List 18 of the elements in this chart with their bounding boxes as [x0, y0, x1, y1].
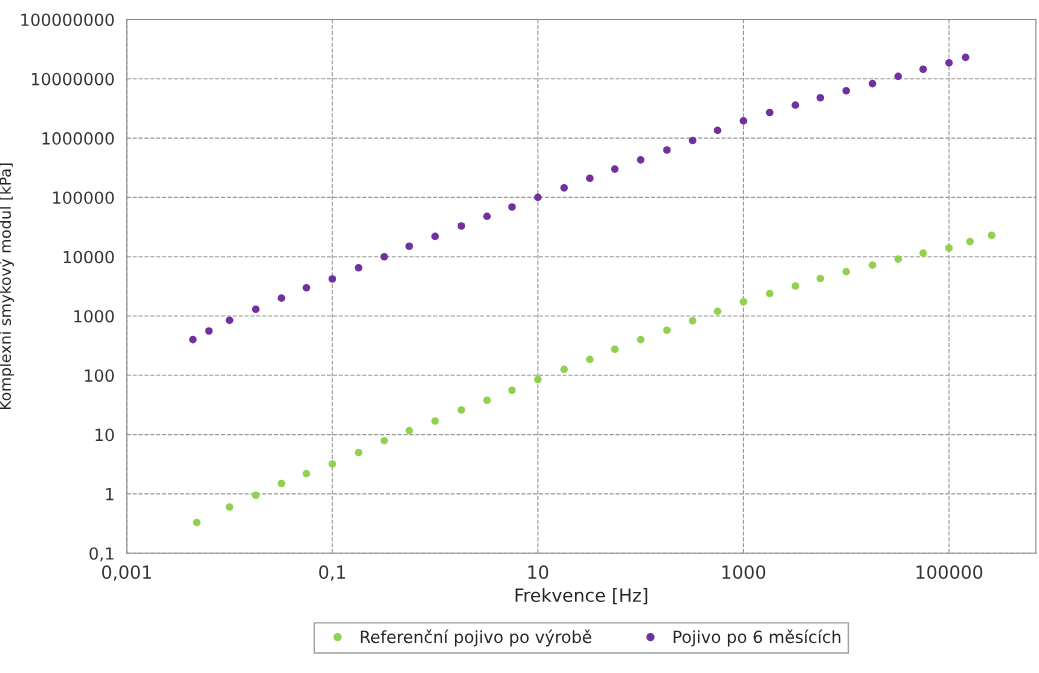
y-tick-label: 0,1	[89, 547, 114, 562]
x-tick-label: 0,001	[102, 565, 151, 581]
y-tick-label: 1000000	[42, 132, 114, 145]
y-tick-label: 10	[95, 428, 114, 442]
x-tick-label: 100000	[916, 565, 983, 579]
legend-label: Pojivo po 6 měsících	[673, 629, 841, 647]
y-tick-label: 10000	[63, 250, 114, 264]
y-tick-label: 100000	[53, 191, 114, 204]
legend-label: Referenční pojivo po výrobě	[360, 629, 592, 647]
y-tick-label: 1	[106, 488, 114, 501]
x-tick-label: 10	[528, 565, 549, 579]
y-tick-label: 1000	[74, 309, 114, 323]
y-tick-label: 100000000	[21, 13, 114, 27]
y-tick-label: 10000000	[31, 72, 114, 86]
y-tick-label: 100	[84, 369, 114, 382]
x-tick-label: 0,1	[319, 565, 346, 581]
x-tick-label: 1000	[722, 565, 766, 579]
x-axis-title: Frekvence [Hz]	[515, 588, 648, 605]
